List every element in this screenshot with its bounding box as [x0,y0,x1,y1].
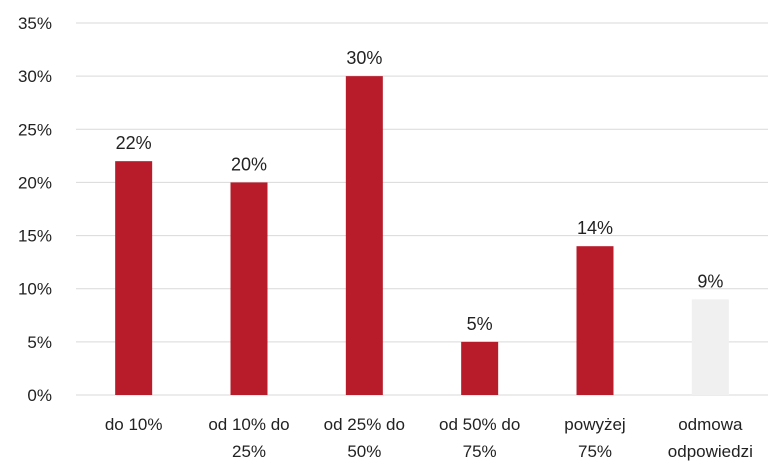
y-tick-label: 5% [27,333,52,352]
y-tick-label: 10% [18,280,52,299]
bar [461,341,499,395]
bar [115,161,153,395]
y-axis-tick-labels: 0% 5% 10% 15% 20% 25% 30% 35% [18,14,52,405]
bar [230,182,268,395]
bar [691,299,729,395]
x-category-label-line: od 10% do [208,415,289,434]
data-label: 9% [697,271,723,291]
data-label: 20% [231,154,267,174]
x-category-label-line: 75% [463,442,497,461]
bar [576,246,614,395]
y-tick-label: 30% [18,67,52,86]
y-tick-label: 35% [18,14,52,33]
bars [115,76,729,396]
x-category-label: od 50% do 75% [439,415,520,461]
data-label: 5% [467,314,493,334]
x-category-label-line: 50% [347,442,381,461]
x-category-label-line: do 10% [105,415,163,434]
x-category-label-line: 75% [578,442,612,461]
gridlines [76,22,768,396]
x-category-label-line: 25% [232,442,266,461]
data-labels: 22% 20% 30% 5% 14% 9% [116,48,724,334]
x-axis-category-labels: do 10% od 10% do 25% od 25% do 50% od 50% do 7… [105,415,753,461]
bar [345,76,383,396]
data-label: 14% [577,218,613,238]
x-category-label: do 10% [105,415,163,434]
x-category-label-line: odpowiedzi [668,442,753,461]
y-tick-label: 20% [18,173,52,192]
y-tick-label: 25% [18,120,52,139]
x-category-label-line: od 25% do [324,415,405,434]
x-category-label: odmowa odpowiedzi [668,415,753,461]
x-category-label: od 10% do 25% [208,415,289,461]
data-label: 30% [346,48,382,68]
x-category-label-line: powyżej [564,415,625,434]
x-category-label: powyżej 75% [564,415,625,461]
x-category-label-line: od 50% do [439,415,520,434]
x-category-label-line: odmowa [678,415,743,434]
y-tick-label: 15% [18,227,52,246]
x-category-label: od 25% do 50% [324,415,405,461]
y-tick-label: 0% [27,386,52,405]
data-label: 22% [116,133,152,153]
